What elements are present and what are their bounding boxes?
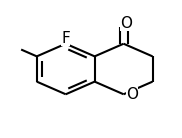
Text: F: F <box>61 31 70 47</box>
Text: O: O <box>126 87 138 102</box>
Text: O: O <box>120 16 132 31</box>
